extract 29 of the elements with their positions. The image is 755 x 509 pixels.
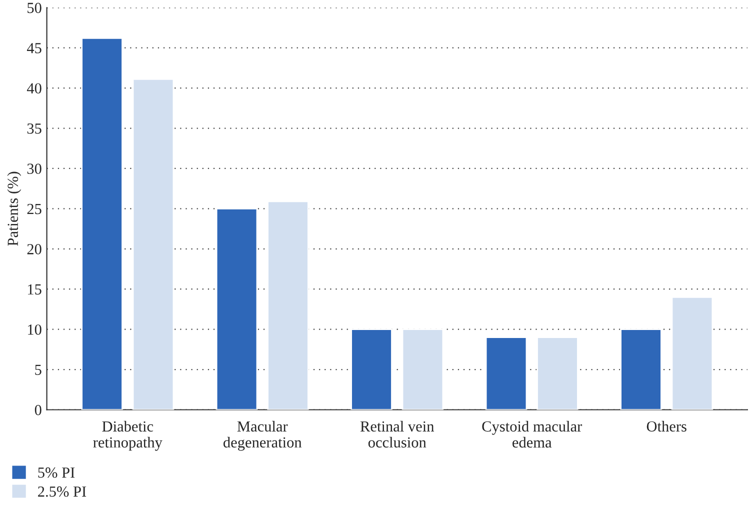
bar [81, 38, 123, 410]
y-tick-label: 15 [28, 284, 42, 295]
x-tick-label: Retinal vein occlusion [360, 420, 434, 448]
legend-label: 5% PI [38, 467, 75, 478]
y-tick-label: 50 [28, 2, 42, 14]
bar [216, 208, 258, 410]
y-tick-label: 35 [27, 123, 42, 134]
bar [536, 336, 578, 410]
bar [485, 336, 528, 410]
bar [671, 296, 714, 410]
bar [620, 328, 662, 410]
legend-label: 2.5% PI [38, 486, 86, 497]
y-tick-label: 25 [27, 204, 42, 214]
y-tick-label: 0 [34, 404, 42, 416]
x-tick-label: Macular degeneration [223, 420, 302, 451]
x-tick-label: Others [646, 420, 686, 432]
y-tick-label: 20 [27, 244, 42, 254]
y-tick-label: 45 [26, 43, 42, 54]
y-tick-label: 30 [27, 164, 42, 174]
bar [350, 328, 392, 410]
y-tick-label: 40 [26, 83, 42, 94]
y-axis-title: Patients (%) [7, 172, 22, 246]
bar [132, 78, 174, 410]
y-tick-label: 10 [28, 324, 42, 335]
bar [267, 200, 309, 410]
y-tick-label: 5 [35, 364, 42, 375]
bar [402, 328, 444, 410]
x-tick-label: Cystoid macular edema [482, 420, 582, 448]
x-tick-label: Diabetic retinopathy [93, 420, 162, 451]
